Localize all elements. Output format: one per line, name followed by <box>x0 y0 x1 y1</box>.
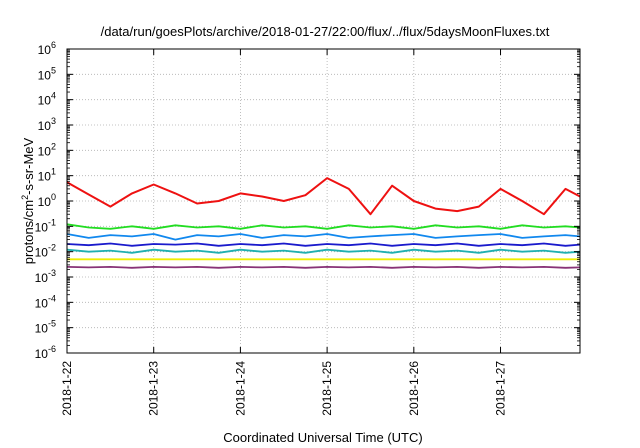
series-line-1 <box>66 223 581 230</box>
y-tick-label: 10-6 <box>35 344 56 361</box>
series-line-6 <box>66 265 581 269</box>
y-tick-label: 105 <box>38 65 56 82</box>
y-tick-label: 10-5 <box>35 319 56 336</box>
series-line-0 <box>66 177 581 216</box>
grid-lines <box>66 49 580 353</box>
y-tick-label: 100 <box>38 192 56 209</box>
y-tick-label: 10-3 <box>35 268 56 285</box>
y-tick-label: 10-2 <box>35 243 56 260</box>
y-tick-label: 103 <box>38 116 56 133</box>
axis-ticks <box>66 48 580 354</box>
series-line-3 <box>66 248 581 254</box>
y-axis-label: protons/cm2-s-sr-MeV <box>20 137 36 264</box>
y-tick-label: 10-4 <box>35 293 56 310</box>
x-axis-label: Coordinated Universal Time (UTC) <box>223 430 422 445</box>
y-tick-label: 106 <box>38 40 56 57</box>
x-tick-label: 2018-1-27 <box>494 361 508 416</box>
x-tick-label: 2018-1-24 <box>233 361 247 416</box>
y-tick-label: 104 <box>38 91 56 108</box>
chart-title: /data/run/goesPlots/archive/2018-01-27/2… <box>101 24 550 39</box>
plot-frame <box>66 48 581 354</box>
series-line-4 <box>66 242 581 247</box>
y-tick-label: 102 <box>38 141 56 158</box>
y-tick-labels: 10-6 10-5 10-4 10-3 10-2 10-1 100 101 102 103 104 1… <box>35 40 56 361</box>
x-tick-label: 2018-1-23 <box>147 361 161 416</box>
y-tick-label: 10-1 <box>35 217 56 234</box>
x-tick-label: 2018-1-22 <box>60 361 74 416</box>
series-line-2 <box>66 233 581 241</box>
x-tick-label: 2018-1-26 <box>407 361 421 416</box>
x-tick-label: 2018-1-25 <box>320 361 334 416</box>
x-tick-labels: 2018-1-22 2018-1-23 2018-1-24 2018-1-25 2018… <box>60 361 508 416</box>
y-tick-label: 101 <box>38 167 56 184</box>
series-layer <box>66 177 581 269</box>
